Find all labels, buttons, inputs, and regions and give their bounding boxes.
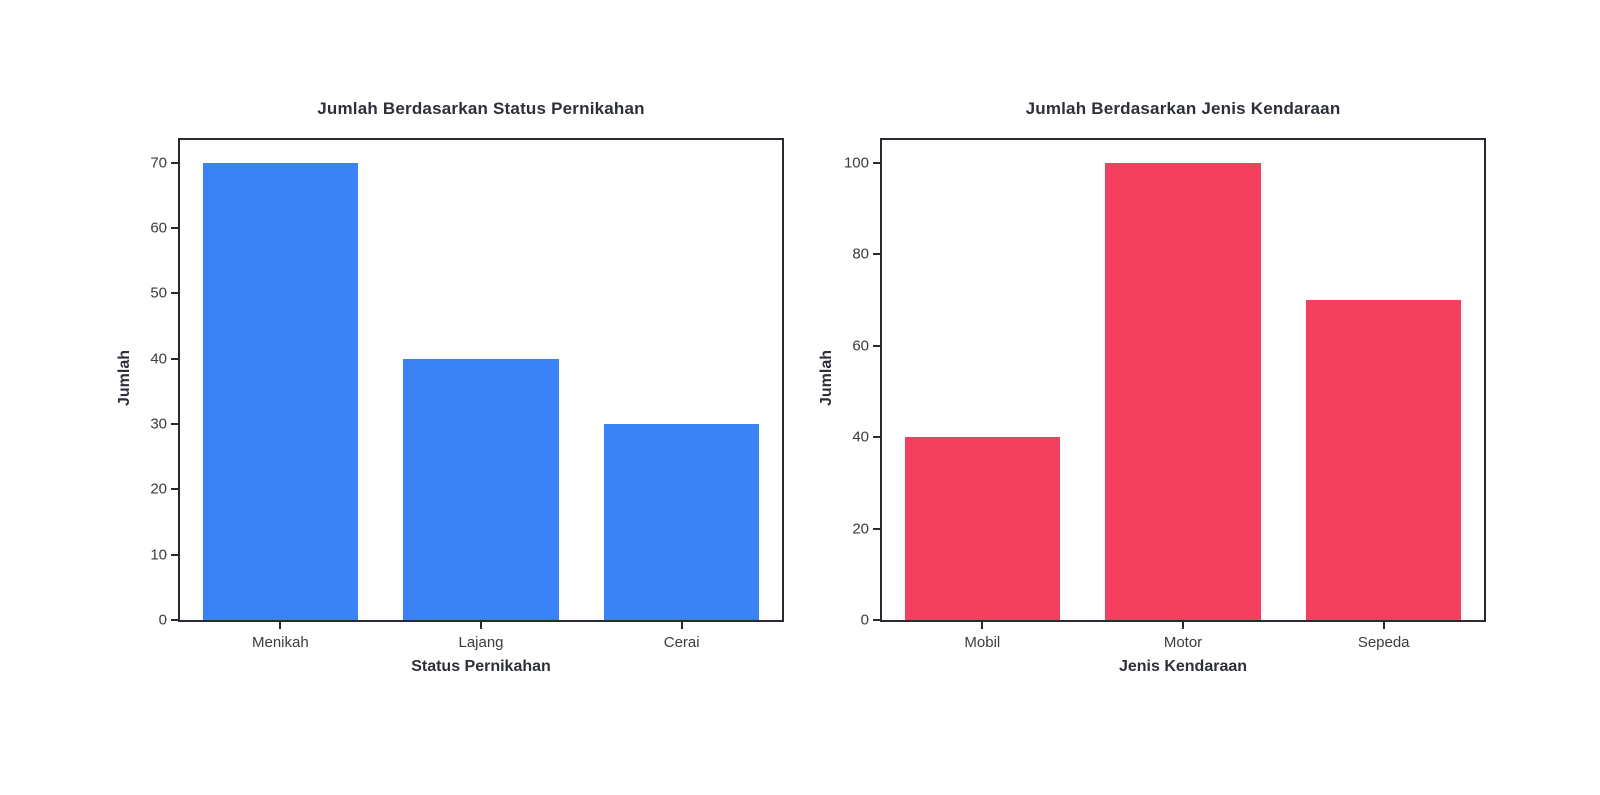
x-tick-mark [1182,622,1184,629]
y-axis-ticks: 0 20 40 60 80 100 [844,140,1484,629]
x-tick-label: Mobil [964,634,1001,651]
y-tick-mark [873,527,880,530]
y-tick-mark [171,619,178,621]
y-tick-label: 100 [843,154,869,172]
bar-slot [1083,140,1284,620]
y-tick-label: 40 [150,350,167,368]
x-tick-mark [279,622,282,629]
y-tick-label: 30 [150,415,167,433]
y-tick-label: 0 [860,611,869,629]
y-axis-ticks: 0 10 20 30 40 50 60 70 [150,140,782,629]
bar-slot [1283,140,1484,620]
bars [882,140,1484,620]
y-tick-mark [171,227,178,230]
y-tick-mark [171,488,178,491]
bar-slot [581,140,782,620]
x-tick: Lajang [381,622,582,651]
y-axis-label: Jumlah [818,349,835,407]
y-tick-mark [873,436,880,439]
bar-lajang [403,358,559,620]
y-tick-label: 60 [150,219,167,237]
x-tick-label: Lajang [458,634,504,651]
y-tick-mark [873,344,880,347]
plot-area: 0 10 20 30 40 50 60 70 [150,138,784,629]
y-tick-label: 50 [150,284,167,302]
x-tick: Mobil [882,622,1083,651]
bar-slot [882,140,1083,620]
y-tick-mark [171,292,178,295]
chart-jenis-kendaraan: Jumlah Berdasarkan Jenis Kendaraan Jumla… [800,0,1502,795]
y-tick-mark [171,553,178,556]
x-tick-label: Cerai [663,634,700,651]
y-tick-label: 20 [852,520,869,538]
plot-area: 0 20 40 60 80 100 [844,138,1486,629]
y-tick-mark [873,619,880,621]
bar-menikah [202,162,359,620]
y-tick-label: 40 [852,428,869,446]
x-tick-mark [981,622,984,629]
chart-title: Jumlah Berdasarkan Jenis Kendaraan [1025,99,1341,118]
x-tick: Motor [1083,622,1284,651]
bar-sepeda [1305,300,1462,620]
x-tick-mark [480,622,482,629]
x-tick-mark [1382,622,1385,629]
x-axis-ticks: Mobil Motor Sepeda [882,622,1484,651]
y-tick-mark [873,253,880,256]
chart-title: Jumlah Berdasarkan Status Pernikahan [317,99,645,118]
x-axis-ticks: Menikah Lajang Cerai [180,622,782,651]
x-tick-label: Motor [1163,634,1203,651]
y-tick-mark [873,161,880,164]
bar-mobil [904,437,1061,620]
x-tick-mark [680,622,683,629]
x-axis-label: Jenis Kendaraan [1118,658,1248,675]
y-axis-label: Jumlah [116,349,133,407]
bar-slot [180,140,381,620]
y-tick-label: 70 [150,154,167,172]
y-tick-mark [171,357,178,360]
x-tick: Menikah [180,622,381,651]
y-tick-label: 60 [852,337,869,355]
bar-cerai [603,424,760,620]
bar-slot [381,140,582,620]
y-tick-label: 10 [150,546,167,564]
bar-motor [1105,162,1261,620]
y-tick-label: 80 [852,245,869,263]
x-tick-label: Menikah [251,634,309,651]
y-tick-mark [171,423,178,426]
x-tick: Sepeda [1283,622,1484,651]
x-tick: Cerai [581,622,782,651]
y-tick-mark [171,161,178,164]
bars [180,140,782,620]
x-axis-label: Status Pernikahan [411,658,551,675]
y-tick-label: 0 [158,611,167,629]
x-tick-label: Sepeda [1357,634,1410,651]
y-tick-label: 20 [150,480,167,498]
chart-status-pernikahan: Jumlah Berdasarkan Status Pernikahan Jum… [98,0,800,795]
